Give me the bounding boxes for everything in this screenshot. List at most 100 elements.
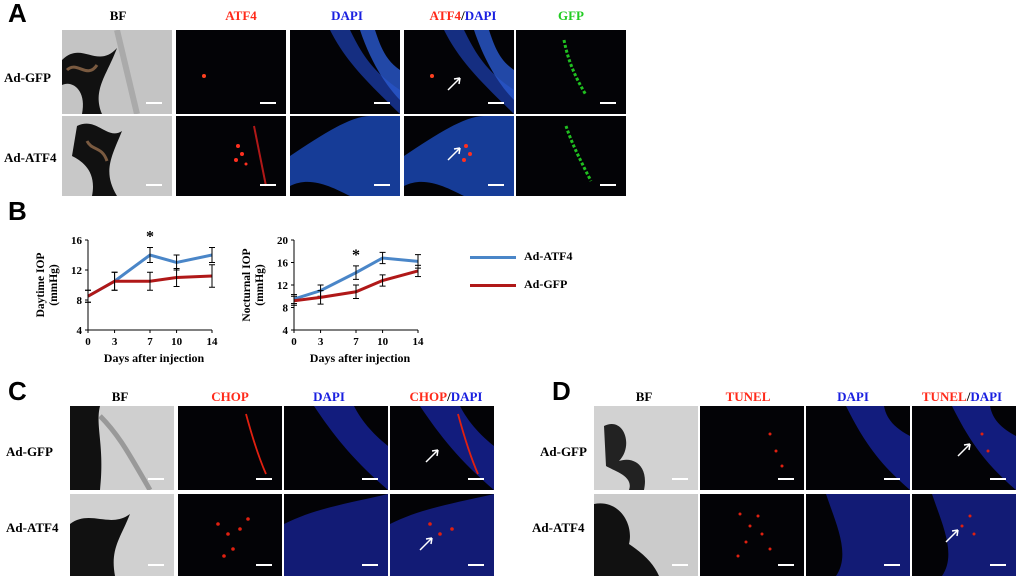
- micrograph-a-bf-atf4: [62, 116, 172, 196]
- legend-label-ad-gfp: Ad-GFP: [524, 277, 568, 291]
- y-tick-label: 4: [283, 325, 289, 337]
- merge-blue-label: DAPI: [970, 389, 1003, 404]
- scale-bar: [148, 564, 164, 566]
- scale-bar: [990, 564, 1006, 566]
- y-axis-label: Daytime IOP: [35, 253, 47, 318]
- col-header-gfp: GFP: [558, 8, 584, 23]
- micrograph-d-tunel-atf4: [700, 494, 804, 576]
- x-tick-label: 7: [147, 336, 153, 348]
- merge-slash: /: [447, 389, 451, 404]
- scale-bar: [468, 478, 484, 480]
- x-tick-label: 14: [207, 336, 219, 348]
- scale-bar: [672, 564, 688, 566]
- significance-star: *: [146, 229, 154, 246]
- merge-red-label: ATF4: [429, 8, 462, 23]
- legend-label-ad-atf4: Ad-ATF4: [524, 249, 573, 263]
- scale-bar: [884, 478, 900, 480]
- merge-blue-label: DAPI: [450, 389, 483, 404]
- scale-bar: [600, 184, 616, 186]
- micrograph-c-chop-atf4: [178, 494, 282, 576]
- col-header-chop: CHOP: [211, 389, 249, 404]
- x-tick-label: 3: [318, 336, 324, 348]
- panel-label-d: D: [552, 376, 571, 406]
- scale-bar: [260, 102, 276, 104]
- scale-bar: [488, 184, 504, 186]
- col-header-atf4: ATF4: [225, 8, 257, 23]
- x-tick-label: 0: [291, 336, 297, 348]
- micrograph-c-dapi-atf4: [284, 494, 388, 576]
- micrograph-a-merge-atf4: [404, 116, 514, 196]
- micrograph-c-merge-atf4: [390, 494, 494, 576]
- micrograph-d-merge-gfp: [912, 406, 1016, 490]
- y-tick-label: 12: [277, 280, 289, 292]
- scale-bar: [362, 478, 378, 480]
- col-header-tunel: TUNEL: [725, 389, 771, 404]
- micrograph-d-dapi-atf4: [806, 494, 910, 576]
- legend-swatch-ad-gfp: [470, 284, 516, 287]
- col-header-bf: BF: [111, 389, 129, 404]
- y-tick-label: 20: [277, 235, 289, 247]
- scale-bar: [256, 478, 272, 480]
- x-tick-label: 14: [413, 336, 425, 348]
- merge-red-label: TUNEL: [921, 389, 967, 404]
- y-axis-label: (mmHg): [254, 264, 266, 306]
- y-tick-label: 16: [71, 235, 83, 247]
- merge-slash: /: [461, 8, 465, 23]
- scale-bar: [374, 102, 390, 104]
- y-tick-label: 12: [71, 265, 83, 277]
- row-label-ad-gfp: Ad-GFP: [4, 70, 51, 85]
- col-header-chop-dapi: CHOP/DAPI: [396, 389, 496, 405]
- micrograph-a-gfp-atf4: [516, 116, 626, 196]
- scale-bar: [148, 478, 164, 480]
- scale-bar: [884, 564, 900, 566]
- scale-bar: [146, 102, 162, 104]
- y-axis-label: (mmHg): [48, 264, 60, 306]
- scale-bar: [146, 184, 162, 186]
- x-tick-label: 7: [353, 336, 359, 348]
- scale-bar: [778, 478, 794, 480]
- x-tick-label: 10: [171, 336, 183, 348]
- col-header-dapi: DAPI: [331, 8, 363, 23]
- row-label-ad-atf4: Ad-ATF4: [6, 520, 59, 535]
- micrograph-d-tunel-gfp: [700, 406, 804, 490]
- scale-bar: [256, 564, 272, 566]
- col-header-dapi: DAPI: [313, 389, 345, 404]
- y-axis-label: Nocturnal IOP: [241, 248, 253, 321]
- micrograph-d-dapi-gfp: [806, 406, 910, 490]
- scale-bar: [778, 564, 794, 566]
- micrograph-c-bf-atf4: [70, 494, 174, 576]
- micrograph-c-bf-gfp: [70, 406, 174, 490]
- scale-bar: [488, 102, 504, 104]
- y-tick-label: 4: [77, 325, 83, 337]
- micrograph-c-merge-gfp: [390, 406, 494, 490]
- row-label-ad-gfp: Ad-GFP: [540, 444, 587, 459]
- scale-bar: [468, 564, 484, 566]
- y-tick-label: 8: [77, 295, 83, 307]
- micrograph-c-dapi-gfp: [284, 406, 388, 490]
- row-label-ad-atf4: Ad-ATF4: [4, 150, 57, 165]
- row-label-ad-gfp: Ad-GFP: [6, 444, 53, 459]
- panel-label-b: B: [8, 196, 27, 226]
- y-tick-label: 16: [277, 258, 289, 270]
- col-header-bf: BF: [635, 389, 653, 404]
- micrograph-a-atf4-gfp: [176, 30, 286, 114]
- micrograph-a-bf-gfp: [62, 30, 172, 114]
- significance-star: *: [352, 247, 360, 264]
- col-header-dapi: DAPI: [837, 389, 869, 404]
- micrograph-d-bf-atf4: [594, 494, 698, 576]
- scale-bar: [672, 478, 688, 480]
- scale-bar: [374, 184, 390, 186]
- micrograph-a-dapi-atf4: [290, 116, 400, 196]
- micrograph-d-merge-atf4: [912, 494, 1016, 576]
- col-header-tunel-dapi: TUNEL/DAPI: [912, 389, 1012, 405]
- merge-slash: /: [966, 389, 971, 404]
- scale-bar: [990, 478, 1006, 480]
- col-header-bf: BF: [109, 8, 127, 23]
- merge-red-label: CHOP: [409, 389, 448, 404]
- y-tick-label: 8: [283, 303, 289, 315]
- micrograph-a-atf4-atf4: [176, 116, 286, 196]
- merge-blue-label: DAPI: [464, 8, 497, 23]
- x-tick-label: 3: [112, 336, 118, 348]
- micrograph-a-merge-gfp: [404, 30, 514, 114]
